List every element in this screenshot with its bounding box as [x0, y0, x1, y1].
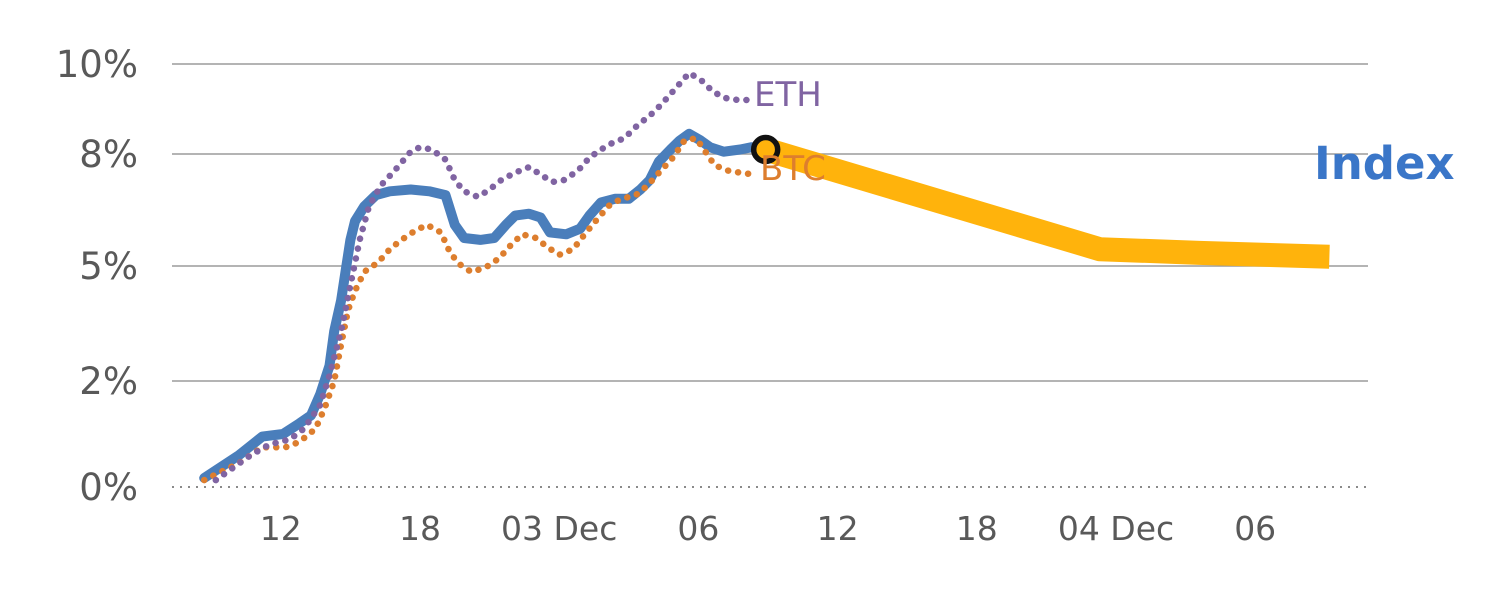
y-tick-label: 8% [79, 133, 138, 176]
y-tick-label: 0% [79, 466, 138, 509]
current-point-marker [750, 134, 781, 165]
series-line-index-projection [762, 138, 1330, 269]
y-tick-label: 10% [56, 43, 138, 86]
btc-series-label: BTC [760, 149, 826, 189]
x-tick-label: 06 [1234, 509, 1276, 548]
series-line-eth [212, 69, 751, 484]
y-tick-label: 5% [79, 245, 138, 288]
x-tick-label: 12 [260, 509, 302, 548]
x-tick-label: 18 [399, 509, 441, 548]
x-tick-label: 03 Dec [501, 509, 617, 548]
y-tick-label: 2% [79, 360, 138, 403]
x-tick-label: 04 Dec [1058, 509, 1174, 548]
series-line-btc [200, 135, 758, 484]
x-tick-label: 18 [956, 509, 998, 548]
eth-series-label: ETH [754, 75, 822, 115]
index-series-label: Index [1314, 137, 1455, 190]
series-line-index [199, 128, 771, 483]
x-tick-label: 12 [817, 509, 859, 548]
x-tick-label: 06 [677, 509, 719, 548]
